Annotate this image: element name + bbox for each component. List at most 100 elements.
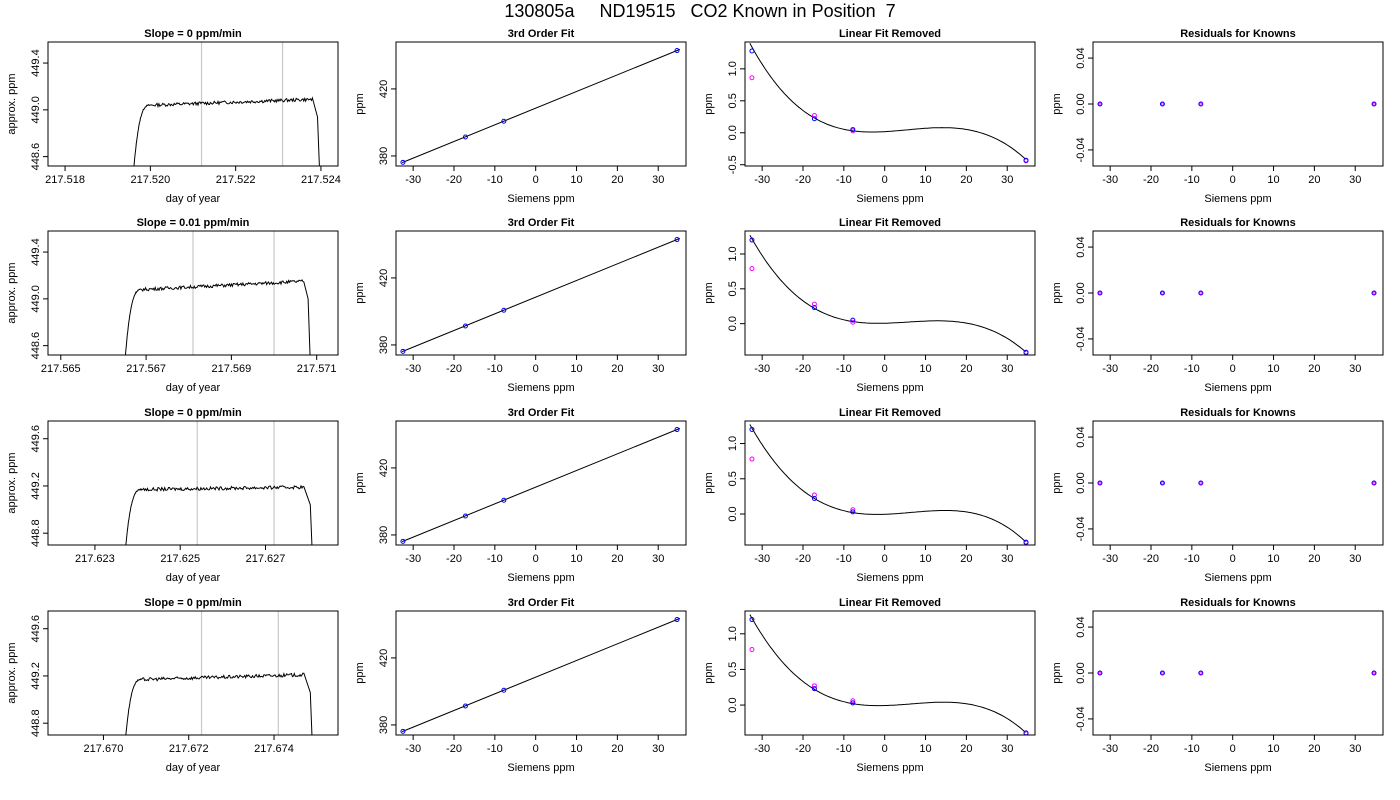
residual-point-overlay bbox=[1098, 102, 1102, 106]
y-tick-label: 0.5 bbox=[727, 281, 739, 296]
x-tick-label: -30 bbox=[405, 743, 421, 755]
x-tick-label: 30 bbox=[1349, 743, 1361, 755]
plot-area bbox=[124, 231, 311, 355]
fit-curve bbox=[749, 424, 1026, 543]
panel-title: Residuals for Knowns bbox=[1180, 597, 1296, 609]
fit-curve bbox=[749, 43, 1026, 160]
panel-linear-fit-removed-row4: Linear Fit Removed Siemens ppm ppm -30 -20 -1… bbox=[703, 597, 1036, 774]
measured-point bbox=[749, 617, 755, 623]
panel-residuals-row4: Residuals for Knowns Siemens ppm ppm -30 -20… bbox=[1051, 597, 1384, 774]
y-axis-label: approx. ppm bbox=[6, 452, 18, 513]
y-tick-label: 1.0 bbox=[727, 61, 739, 76]
reference-point bbox=[850, 507, 856, 513]
measured-point bbox=[749, 237, 755, 243]
measured-point bbox=[749, 48, 755, 54]
x-tick-label: 0 bbox=[1230, 174, 1236, 186]
data-point bbox=[400, 728, 406, 734]
panel-fit-row3: 3rd Order Fit Siemens ppm ppm -30 -20 -10 0 10 2… bbox=[354, 407, 687, 584]
y-tick-label: 1.0 bbox=[727, 626, 739, 641]
y-tick-label: 0.04 bbox=[1075, 616, 1087, 637]
x-tick-label: -20 bbox=[446, 174, 462, 186]
x-tick-label: 217.524 bbox=[301, 174, 341, 186]
y-axis-label: ppm bbox=[1051, 662, 1063, 683]
x-tick-label: -20 bbox=[446, 363, 462, 375]
reference-point bbox=[749, 646, 755, 652]
x-tick-label: 10 bbox=[1267, 743, 1279, 755]
residual-point bbox=[1371, 101, 1377, 107]
page-title: 130805a ND19515 CO2 Known in Position 7 bbox=[504, 1, 896, 21]
reference-point bbox=[850, 319, 856, 325]
y-tick-label: 449.4 bbox=[30, 49, 42, 77]
residual-point bbox=[1097, 101, 1103, 107]
x-tick-label: 20 bbox=[1308, 553, 1320, 565]
x-tick-label: -30 bbox=[754, 553, 770, 565]
y-tick-label: 0.0 bbox=[727, 697, 739, 712]
panel-title: Slope = 0 ppm/min bbox=[144, 407, 242, 419]
x-tick-label: 20 bbox=[1308, 743, 1320, 755]
x-tick-label: 0 bbox=[533, 743, 539, 755]
residual-point-overlay bbox=[1199, 102, 1203, 106]
x-tick-label: 30 bbox=[652, 363, 664, 375]
x-tick-label: 20 bbox=[611, 174, 623, 186]
panel-time-series-row1: Slope = 0 ppm/min day of year approx. ppm 2… bbox=[6, 28, 341, 205]
panel-title: Residuals for Knowns bbox=[1180, 28, 1296, 40]
data-point bbox=[501, 118, 507, 124]
y-tick-label: 0.5 bbox=[727, 662, 739, 677]
measured-point bbox=[811, 686, 817, 692]
concentration-trace bbox=[133, 96, 320, 166]
measured-point bbox=[811, 496, 817, 501]
x-tick-label: 30 bbox=[1349, 553, 1361, 565]
residual-point bbox=[1159, 101, 1165, 107]
data-point bbox=[674, 617, 680, 623]
x-tick-label: -30 bbox=[754, 743, 770, 755]
x-tick-label: 217.518 bbox=[45, 174, 85, 186]
x-tick-label: -30 bbox=[1102, 553, 1118, 565]
x-axis-label: day of year bbox=[166, 193, 221, 205]
fit-line bbox=[401, 48, 681, 164]
y-tick-label: 448.8 bbox=[30, 709, 42, 737]
reference-point bbox=[749, 266, 755, 272]
panel-time-series-row3: Slope = 0 ppm/min day of year approx. ppm 2… bbox=[6, 407, 339, 584]
y-tick-label: 449.2 bbox=[30, 662, 42, 690]
reference-point bbox=[749, 75, 755, 81]
x-tick-label: 30 bbox=[1001, 743, 1013, 755]
y-tick-label: 0.04 bbox=[1075, 47, 1087, 68]
x-tick-label: 20 bbox=[960, 743, 972, 755]
x-tick-label: -20 bbox=[1143, 174, 1159, 186]
y-tick-label: 0.0 bbox=[727, 506, 739, 521]
plot-area bbox=[749, 614, 1029, 735]
measured-point bbox=[811, 116, 817, 122]
y-tick-label: -0.5 bbox=[727, 155, 739, 174]
data-point bbox=[501, 307, 507, 313]
x-tick-label: -10 bbox=[487, 553, 503, 565]
measured-point bbox=[1023, 349, 1029, 355]
x-axis-label: Siemens ppm bbox=[1204, 762, 1271, 774]
x-tick-label: -10 bbox=[487, 743, 503, 755]
x-tick-label: 30 bbox=[1001, 174, 1013, 186]
data-point bbox=[462, 134, 468, 140]
x-tick-label: 217.625 bbox=[160, 553, 200, 565]
panel-residuals-row3: Residuals for Knowns Siemens ppm ppm -30 -20… bbox=[1051, 407, 1384, 584]
x-axis-label: day of year bbox=[166, 572, 221, 584]
y-axis-label: ppm bbox=[703, 93, 715, 114]
x-tick-label: 30 bbox=[1349, 174, 1361, 186]
residual-point bbox=[1371, 670, 1377, 676]
y-tick-label: -0.04 bbox=[1075, 326, 1087, 351]
data-point bbox=[400, 159, 406, 165]
reference-point bbox=[811, 301, 817, 307]
panel-title: Linear Fit Removed bbox=[839, 597, 941, 609]
plot-frame bbox=[395, 610, 687, 736]
panel-linear-fit-removed-row1: Linear Fit Removed Siemens ppm ppm -30 -20 -1… bbox=[703, 28, 1036, 205]
x-tick-label: -20 bbox=[1143, 743, 1159, 755]
panel-title: Slope = 0 ppm/min bbox=[144, 597, 242, 609]
x-axis-label: Siemens ppm bbox=[507, 193, 574, 205]
panel-fit-row2: 3rd Order Fit Siemens ppm ppm -30 -20 -10 0 10 2… bbox=[354, 217, 687, 394]
y-axis-label: ppm bbox=[1051, 472, 1063, 493]
x-tick-label: 0 bbox=[882, 553, 888, 565]
measured-point bbox=[1023, 157, 1029, 163]
y-tick-label: 449.2 bbox=[30, 472, 42, 500]
data-point bbox=[400, 538, 406, 544]
x-tick-label: -10 bbox=[836, 553, 852, 565]
plot-frame bbox=[395, 41, 687, 167]
